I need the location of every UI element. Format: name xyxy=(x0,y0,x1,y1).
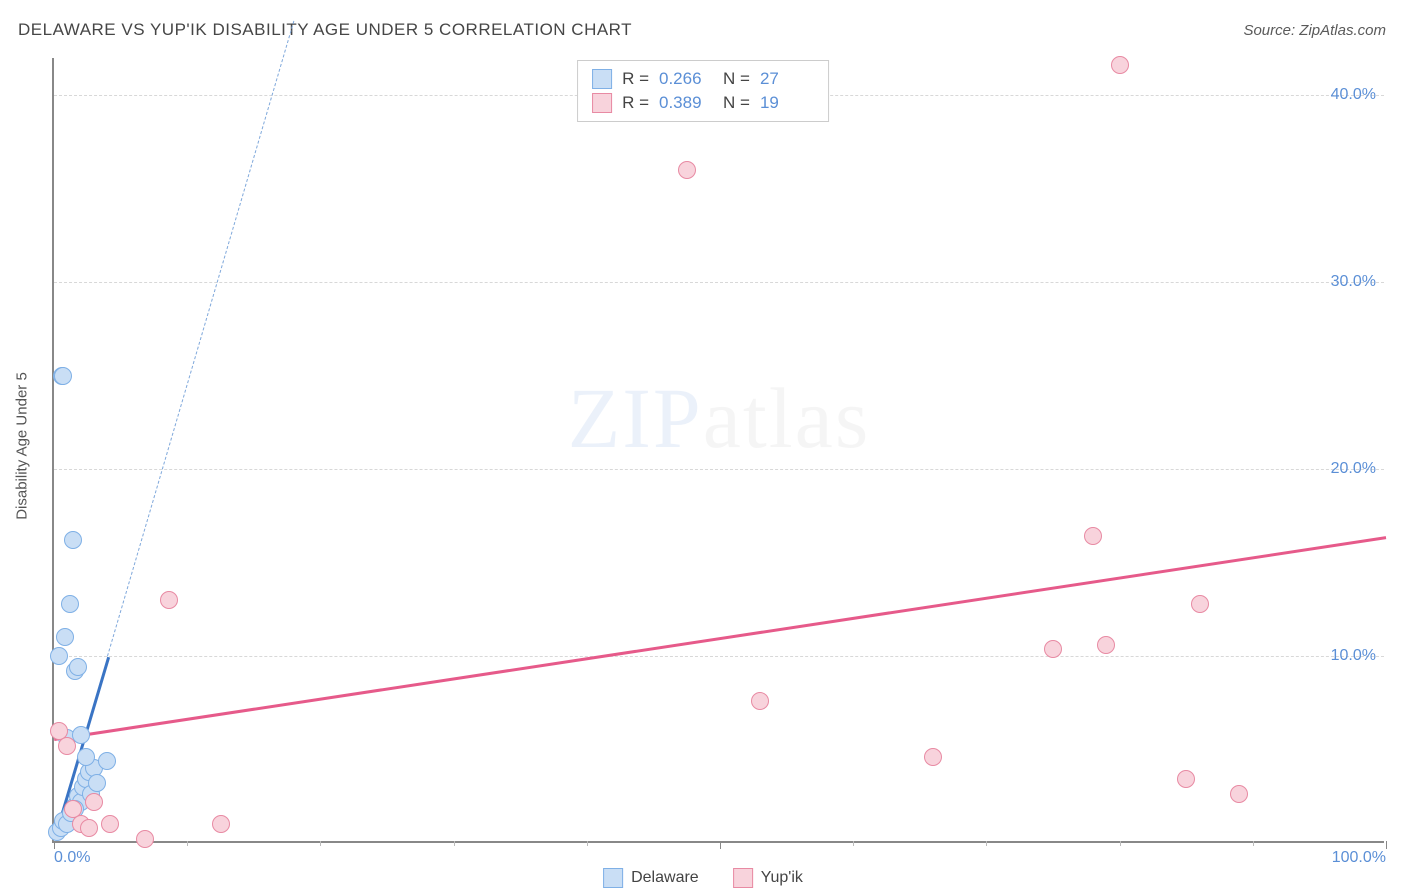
xtick-label: 100.0% xyxy=(1332,849,1386,867)
y-axis-label: Disability Age Under 5 xyxy=(14,372,31,520)
plot-area: ZIPatlas 10.0%20.0%30.0%40.0%0.0%100.0% xyxy=(52,58,1384,843)
r-value: 0.266 xyxy=(659,69,713,89)
r-value: 0.389 xyxy=(659,93,713,113)
data-point xyxy=(69,658,87,676)
data-point xyxy=(50,647,68,665)
data-point xyxy=(1191,595,1209,613)
r-label: R = xyxy=(622,69,649,89)
xtick-minor xyxy=(187,841,188,846)
data-point xyxy=(751,692,769,710)
xtick-minor xyxy=(853,841,854,846)
legend-swatch xyxy=(733,868,753,888)
n-value: 19 xyxy=(760,93,814,113)
data-point xyxy=(58,737,76,755)
legend-label: Yup'ik xyxy=(761,869,803,887)
data-point xyxy=(64,531,82,549)
legend-item[interactable]: Yup'ik xyxy=(733,868,803,888)
xtick-label: 0.0% xyxy=(54,849,90,867)
data-point xyxy=(98,752,116,770)
data-point xyxy=(160,591,178,609)
gridline xyxy=(54,656,1384,657)
series-swatch xyxy=(592,93,612,113)
watermark-atlas: atlas xyxy=(703,370,871,466)
data-point xyxy=(212,815,230,833)
data-point xyxy=(1044,640,1062,658)
data-point xyxy=(101,815,119,833)
data-point xyxy=(678,161,696,179)
data-point xyxy=(77,748,95,766)
gridline xyxy=(54,469,1384,470)
ytick-label: 10.0% xyxy=(1331,647,1376,665)
xtick-minor xyxy=(587,841,588,846)
legend-label: Delaware xyxy=(631,869,699,887)
data-point xyxy=(85,793,103,811)
ytick-label: 20.0% xyxy=(1331,460,1376,478)
stats-row: R = 0.389 N = 19 xyxy=(592,91,814,115)
data-point xyxy=(80,819,98,837)
ytick-label: 30.0% xyxy=(1331,273,1376,291)
xtick-minor xyxy=(454,841,455,846)
data-point xyxy=(88,774,106,792)
gridline xyxy=(54,282,1384,283)
ytick-label: 40.0% xyxy=(1331,86,1376,104)
stats-box: R = 0.266 N = 27 R = 0.389 N = 19 xyxy=(577,60,829,122)
xtick-major xyxy=(720,841,721,849)
data-point xyxy=(1097,636,1115,654)
xtick-major xyxy=(1386,841,1387,849)
data-point xyxy=(136,830,154,848)
data-point xyxy=(1084,527,1102,545)
data-point xyxy=(1177,770,1195,788)
xtick-minor xyxy=(986,841,987,846)
xtick-major xyxy=(54,841,55,849)
trend-line xyxy=(54,536,1386,741)
xtick-minor xyxy=(1120,841,1121,846)
trend-line xyxy=(107,21,294,657)
stats-row: R = 0.266 N = 27 xyxy=(592,67,814,91)
watermark-zip: ZIP xyxy=(568,370,703,466)
series-swatch xyxy=(592,69,612,89)
n-value: 27 xyxy=(760,69,814,89)
legend-item[interactable]: Delaware xyxy=(603,868,699,888)
data-point xyxy=(61,595,79,613)
data-point xyxy=(1111,56,1129,74)
watermark: ZIPatlas xyxy=(568,368,871,468)
data-point xyxy=(1230,785,1248,803)
data-point xyxy=(54,367,72,385)
xtick-minor xyxy=(1253,841,1254,846)
data-point xyxy=(56,628,74,646)
r-label: R = xyxy=(622,93,649,113)
legend-swatch xyxy=(603,868,623,888)
data-point xyxy=(924,748,942,766)
chart-title: DELAWARE VS YUP'IK DISABILITY AGE UNDER … xyxy=(18,20,632,40)
xtick-minor xyxy=(320,841,321,846)
source-attribution: Source: ZipAtlas.com xyxy=(1243,22,1386,39)
legend: Delaware Yup'ik xyxy=(603,868,803,888)
n-label: N = xyxy=(723,69,750,89)
n-label: N = xyxy=(723,93,750,113)
